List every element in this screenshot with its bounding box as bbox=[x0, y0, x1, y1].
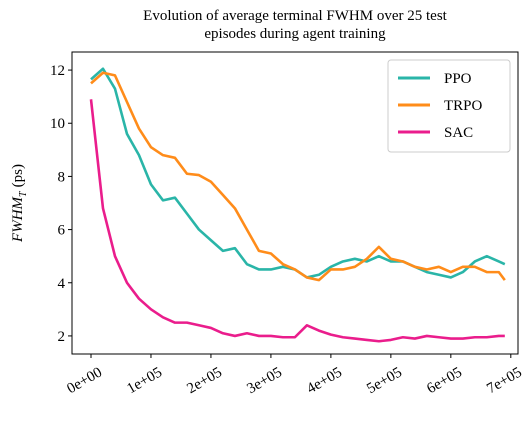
y-tick-label: 6 bbox=[58, 223, 66, 239]
x-tick-label: 2e+05 bbox=[184, 365, 225, 398]
y-tick-label: 12 bbox=[50, 63, 65, 79]
plot-frame bbox=[71, 51, 519, 355]
y-axis-label-main: FWHM bbox=[10, 195, 26, 242]
legend-box bbox=[387, 59, 511, 153]
y-axis-label: FWHMT (ps) bbox=[10, 164, 29, 243]
y-tick-label: 4 bbox=[58, 276, 66, 292]
legend-label: PPO bbox=[444, 71, 472, 87]
y-tick-label: 2 bbox=[58, 329, 66, 345]
line-series bbox=[90, 71, 506, 282]
x-tick-label: 6e+05 bbox=[424, 365, 465, 398]
x-tick-label: 5e+05 bbox=[364, 365, 405, 398]
chart-title: Evolution of average terminal FWHM over … bbox=[143, 8, 448, 24]
x-tick-label: 4e+05 bbox=[304, 365, 345, 398]
legend-label: TRPO bbox=[444, 98, 483, 114]
y-tick-label: 8 bbox=[58, 169, 66, 185]
y-tick-label: 10 bbox=[50, 116, 65, 132]
y-axis-label-sub: T bbox=[18, 190, 29, 197]
x-tick-label: 3e+05 bbox=[244, 365, 285, 398]
line-series bbox=[89, 99, 505, 343]
x-tick-label: 7e+05 bbox=[484, 365, 525, 398]
legend-label: SAC bbox=[444, 125, 473, 141]
y-axis-label-unit: (ps) bbox=[10, 164, 26, 187]
chart-title: episodes during agent training bbox=[204, 26, 386, 42]
x-tick-label: 1e+05 bbox=[124, 365, 165, 398]
legend: PPO TRPO SAC bbox=[387, 59, 511, 153]
x-tick-label: 0e+00 bbox=[64, 365, 105, 398]
